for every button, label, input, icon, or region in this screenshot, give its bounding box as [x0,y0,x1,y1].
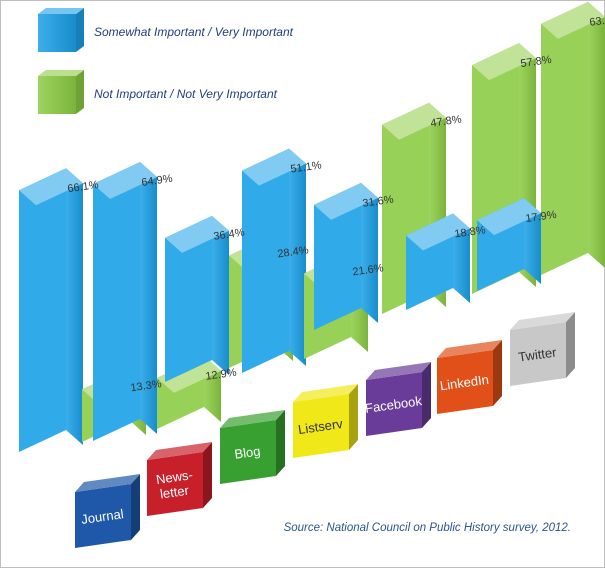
value-label-journal-important: 66.1% [67,179,100,195]
legend-swatch-not-important [38,70,84,114]
bar-journal-important [19,168,83,452]
bar-facebook-important [314,182,378,330]
category-label-listserv: Listserv [297,416,344,437]
bar-linkedin-important [406,213,470,310]
category-label-journal: Journal [80,506,124,527]
category-box-linkedin: LinkedIn [437,340,502,414]
category-box-facebook: Facebook [364,362,431,436]
value-label-facebook-important: 31.6% [362,194,395,210]
value-label-newsletter-not-important: 12.9% [205,367,238,383]
bars: 66.1% 13.3% 64.9% 12.9% 36.4% 28.4% 51.1% 21.6%… [19,1,605,452]
value-label-listserv-not-important: 21.6% [352,262,385,278]
value-label-blog-not-important: 28.4% [277,244,310,260]
category-label-linkedin: LinkedIn [439,372,490,394]
category-label-blog: Blog [233,443,261,461]
bar-blog-important [165,215,229,382]
category-box-newsletter: News-letter [147,442,212,516]
category-label-newsletter: letter [159,483,190,502]
value-label-twitter-important: 17.9% [525,209,558,225]
value-label-facebook-not-important: 47.8% [430,113,463,129]
category-label-twitter: Twitter [517,344,558,364]
category-box-twitter: Twitter [510,312,575,386]
bar-twitter-important [477,198,541,291]
source-note: Source: National Council on Public Histo… [284,522,571,534]
value-label-blog-important: 36.4% [213,227,246,243]
value-label-linkedin-not-important: 57.8% [520,54,553,70]
value-label-journal-not-important: 13.3% [130,378,163,394]
legend-swatch-somewhat-important [38,8,84,52]
category-box-listserv: Listserv [293,384,358,458]
category-box-journal: Journal [75,474,140,548]
legend-label-somewhat-important: Somewhat Important / Very Important [94,25,294,39]
value-label-linkedin-important: 18.8% [454,224,487,240]
bar-newsletter-important [93,161,157,441]
category-boxes: Journal News-letter Blog Listserv Facebook Li… [75,312,575,548]
category-box-blog: Blog [220,410,285,484]
legend-label-not-important: Not Important / Not Very Important [94,87,278,101]
legend: Somewhat Important / Very Important Not … [38,8,294,114]
value-label-listserv-important: 51.1% [290,159,323,175]
category-label-newsletter: News- [155,467,194,487]
bar-twitter-not-important [541,1,605,275]
value-label-newsletter-important: 64.9% [141,173,174,189]
bar-listserv-important [242,148,306,373]
value-label-twitter-not-important: 63.4% [589,13,605,29]
